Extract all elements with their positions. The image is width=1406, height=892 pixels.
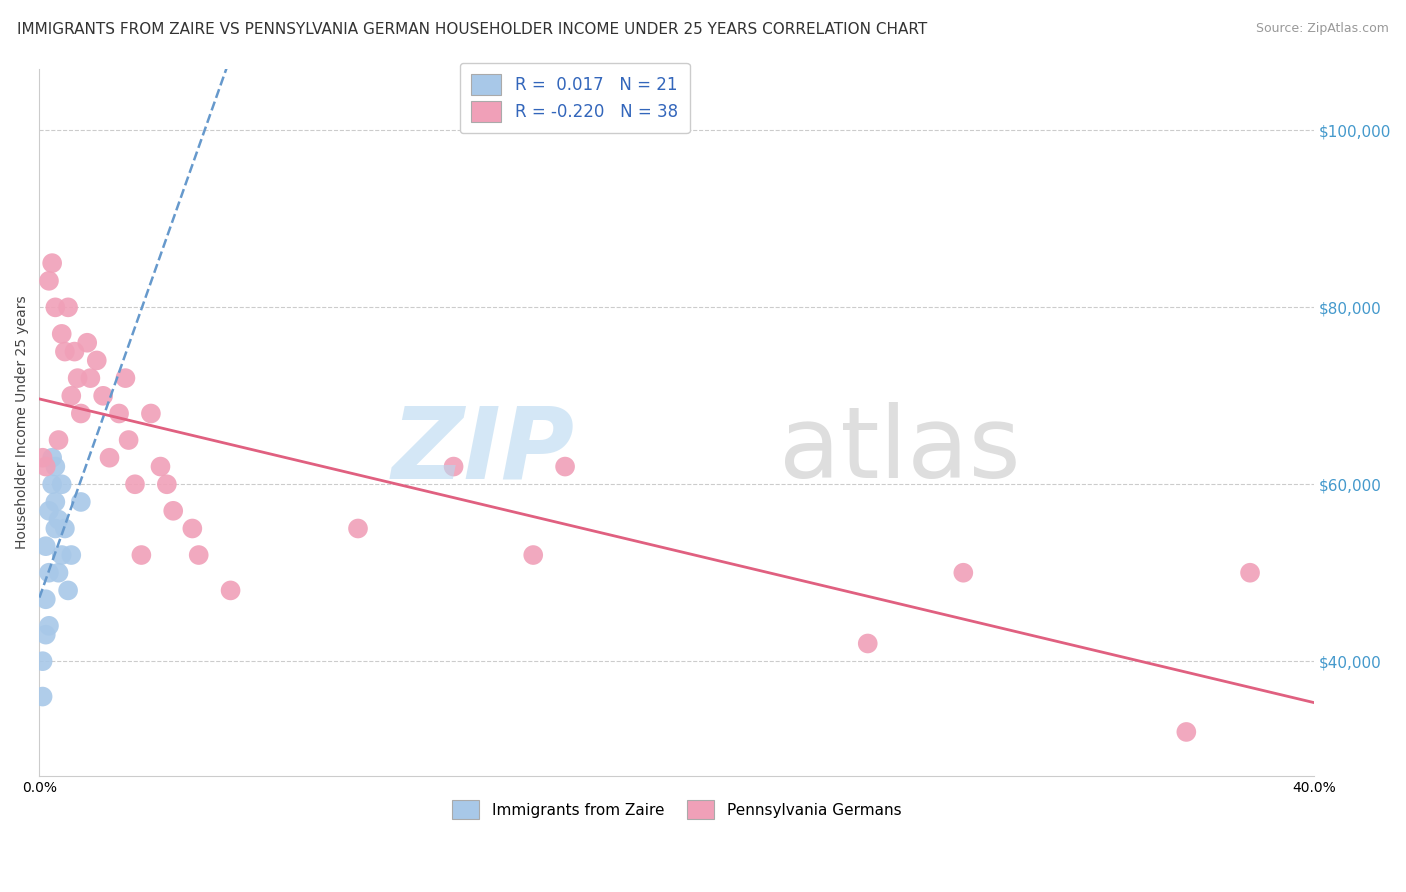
Point xyxy=(56,583,79,598)
Point xyxy=(131,548,153,562)
Point xyxy=(117,433,139,447)
Text: Source: ZipAtlas.com: Source: ZipAtlas.com xyxy=(1256,22,1389,36)
Legend: Immigrants from Zaire, Pennsylvania Germans: Immigrants from Zaire, Pennsylvania Germ… xyxy=(446,794,907,825)
Point xyxy=(38,504,60,518)
Point xyxy=(38,619,60,633)
Point xyxy=(31,690,53,704)
Point xyxy=(181,521,204,535)
Point xyxy=(41,477,63,491)
Point xyxy=(124,477,146,491)
Point xyxy=(41,450,63,465)
Point xyxy=(38,566,60,580)
Point xyxy=(187,548,209,562)
Point xyxy=(156,477,179,491)
Point xyxy=(66,371,89,385)
Point xyxy=(522,548,544,562)
Point xyxy=(347,521,370,535)
Point xyxy=(79,371,101,385)
Point xyxy=(108,407,131,421)
Y-axis label: Householder Income Under 25 years: Householder Income Under 25 years xyxy=(15,295,30,549)
Point xyxy=(139,407,162,421)
Point xyxy=(162,504,184,518)
Point xyxy=(554,459,576,474)
Point xyxy=(443,459,465,474)
Point xyxy=(91,389,114,403)
Point xyxy=(44,301,66,315)
Point xyxy=(31,654,53,668)
Point xyxy=(35,627,58,641)
Point xyxy=(56,301,79,315)
Point xyxy=(149,459,172,474)
Point xyxy=(51,326,73,341)
Point xyxy=(63,344,86,359)
Point xyxy=(48,566,70,580)
Point xyxy=(69,495,91,509)
Point xyxy=(53,344,76,359)
Point xyxy=(98,450,121,465)
Point xyxy=(1239,566,1261,580)
Point xyxy=(44,521,66,535)
Point xyxy=(219,583,242,598)
Point xyxy=(60,548,83,562)
Point xyxy=(53,521,76,535)
Point xyxy=(44,459,66,474)
Text: IMMIGRANTS FROM ZAIRE VS PENNSYLVANIA GERMAN HOUSEHOLDER INCOME UNDER 25 YEARS C: IMMIGRANTS FROM ZAIRE VS PENNSYLVANIA GE… xyxy=(17,22,927,37)
Point xyxy=(51,477,73,491)
Point xyxy=(60,389,83,403)
Point xyxy=(38,274,60,288)
Point xyxy=(35,592,58,607)
Point xyxy=(856,636,879,650)
Text: atlas: atlas xyxy=(779,402,1021,500)
Point xyxy=(1175,725,1198,739)
Point xyxy=(51,548,73,562)
Point xyxy=(86,353,108,368)
Point xyxy=(35,459,58,474)
Point xyxy=(48,513,70,527)
Point xyxy=(952,566,974,580)
Point xyxy=(69,407,91,421)
Point xyxy=(41,256,63,270)
Point xyxy=(114,371,136,385)
Point xyxy=(44,495,66,509)
Text: ZIP: ZIP xyxy=(392,402,575,500)
Point xyxy=(31,450,53,465)
Point xyxy=(35,539,58,553)
Point xyxy=(48,433,70,447)
Point xyxy=(76,335,98,350)
